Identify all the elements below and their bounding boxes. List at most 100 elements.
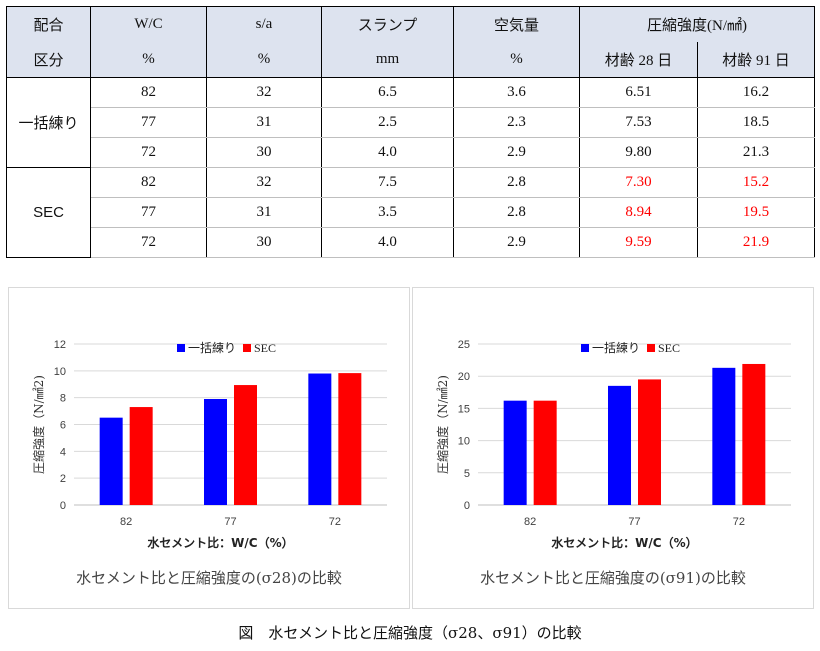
header-mix: 配合 [6, 6, 91, 42]
y-axis-label: 圧縮強度（N/㎟2) [435, 375, 450, 474]
cell-sa: 31 [206, 107, 322, 138]
header-air: 空気量 [453, 6, 580, 42]
cell-s91: 21.9 [697, 227, 815, 258]
header-sa: s/a [206, 6, 322, 42]
group-label: 一括練り [6, 77, 91, 168]
legend-label-sec: SEC [254, 341, 276, 355]
x-tick-label: 72 [733, 516, 745, 528]
cell-sa: 32 [206, 167, 322, 198]
cell-s91: 16.2 [697, 77, 815, 108]
legend-swatch-ikkatsu [581, 344, 589, 352]
x-tick-label: 77 [628, 516, 640, 528]
legend-swatch-ikkatsu [177, 344, 185, 352]
header-air-unit: % [453, 42, 580, 78]
mix-strength-table: 配合 W/C s/a スランプ 空気量 圧縮強度(N/㎟) 区分 % % mm … [6, 6, 815, 258]
cell-slump: 6.5 [321, 77, 454, 108]
cell-s28: 8.94 [579, 197, 698, 228]
y-tick-label: 20 [458, 371, 470, 383]
cell-sa: 32 [206, 77, 322, 108]
cell-wc: 82 [90, 167, 207, 198]
chart-panel-sigma91: 0 5 10 15 20 25 82 77 72 一括練り SEC 圧縮強度（N/㎟2) 水セメント比：… [412, 287, 814, 609]
bar-ikkatsu [99, 417, 123, 505]
chart-caption: 水セメント比と圧縮強度の(σ28)の比較 [76, 569, 342, 587]
header-row-2: 区分 % % mm % 材齢 28 日 材齢 91 日 [6, 42, 815, 78]
header-mix-sub: 区分 [6, 42, 91, 78]
bar-ikkatsu [503, 400, 527, 505]
y-tick-label: 2 [60, 473, 66, 485]
cell-s91: 21.3 [697, 137, 815, 168]
cell-wc: 82 [90, 77, 207, 108]
bar-ikkatsu [204, 399, 227, 505]
y-tick-label: 0 [464, 500, 470, 512]
bar-sec [234, 385, 257, 505]
bar-sec [533, 400, 557, 505]
header-age-91: 材齢 91 日 [697, 42, 815, 78]
y-tick-label: 10 [458, 436, 470, 448]
cell-air: 3.6 [453, 77, 580, 108]
cell-air: 2.8 [453, 167, 580, 198]
x-axis-label: 水セメント比：W/C（%） [551, 535, 697, 550]
y-tick-label: 10 [54, 366, 66, 378]
y-tick-label: 4 [60, 446, 66, 458]
y-tick-label: 12 [54, 339, 66, 351]
group-label: SEC [6, 167, 91, 258]
cell-slump: 3.5 [321, 197, 454, 228]
header-wc: W/C [90, 6, 207, 42]
bar-chart-sigma91: 0 5 10 15 20 25 82 77 72 一括練り SEC 圧縮強度（N/㎟2) 水セメント比：… [435, 339, 791, 587]
table-row: 72 30 4.0 2.9 9.59 21.9 [7, 227, 815, 258]
y-tick-label: 0 [60, 500, 66, 512]
cell-wc: 77 [90, 107, 207, 138]
header-slump: スランプ [321, 6, 454, 42]
cell-sa: 31 [206, 197, 322, 228]
cell-s28: 7.30 [579, 167, 698, 198]
cell-s91: 18.5 [697, 107, 815, 138]
cell-s28: 6.51 [579, 77, 698, 108]
cell-air: 2.9 [453, 227, 580, 258]
table-row: 77 31 3.5 2.8 8.94 19.5 [7, 197, 815, 228]
bar-sec [742, 363, 766, 505]
x-tick-label: 82 [120, 516, 132, 528]
x-tick-label: 82 [524, 516, 536, 528]
table-row: 77 31 2.5 2.3 7.53 18.5 [7, 107, 815, 138]
table-row: SEC 82 32 7.5 2.8 7.30 15.2 [6, 167, 815, 258]
cell-air: 2.3 [453, 107, 580, 138]
x-tick-label: 77 [224, 516, 236, 528]
cell-s28: 9.80 [579, 137, 698, 168]
cell-sa: 30 [206, 227, 322, 258]
cell-air: 2.9 [453, 137, 580, 168]
bar-sec [638, 379, 661, 505]
bar-ikkatsu [712, 367, 736, 505]
table-row: 72 30 4.0 2.9 9.80 21.3 [7, 137, 815, 168]
legend-label-ikkatsu: 一括練り [188, 340, 236, 355]
legend-swatch-sec [647, 344, 655, 352]
cell-wc: 72 [90, 137, 207, 168]
cell-wc: 77 [90, 197, 207, 228]
y-tick-label: 5 [464, 468, 470, 480]
chart-panel-sigma28: 0 2 4 6 8 10 12 82 77 72 一括練り SEC 圧縮強度（N/㎟2) 水セメント比：W… [8, 287, 410, 609]
cell-slump: 4.0 [321, 227, 454, 258]
cell-s91: 19.5 [697, 197, 815, 228]
chart-caption: 水セメント比と圧縮強度の(σ91)の比較 [480, 569, 746, 587]
header-slump-unit: mm [321, 42, 454, 78]
header-strength: 圧縮強度(N/㎟) [579, 6, 815, 42]
cell-s91: 15.2 [697, 167, 815, 198]
cell-slump: 4.0 [321, 137, 454, 168]
y-tick-label: 8 [60, 393, 66, 405]
bar-ikkatsu [308, 373, 332, 505]
bar-sec [129, 407, 153, 505]
legend-label-sec: SEC [658, 341, 680, 355]
y-tick-label: 25 [458, 339, 470, 351]
figure-caption: 図 水セメント比と圧縮強度（σ28、σ91）の比較 [238, 624, 582, 642]
header-age-28: 材齢 28 日 [579, 42, 698, 78]
header-row-1: 配合 W/C s/a スランプ 空気量 圧縮強度(N/㎟) [6, 6, 815, 42]
cell-slump: 7.5 [321, 167, 454, 198]
legend-swatch-sec [243, 344, 251, 352]
bar-ikkatsu [608, 385, 631, 505]
cell-s28: 7.53 [579, 107, 698, 138]
cell-slump: 2.5 [321, 107, 454, 138]
header-wc-unit: % [90, 42, 207, 78]
cell-s28: 9.59 [579, 227, 698, 258]
legend-label-ikkatsu: 一括練り [592, 340, 640, 355]
y-axis-label: 圧縮強度（N/㎟2) [31, 375, 46, 474]
header-sa-unit: % [206, 42, 322, 78]
